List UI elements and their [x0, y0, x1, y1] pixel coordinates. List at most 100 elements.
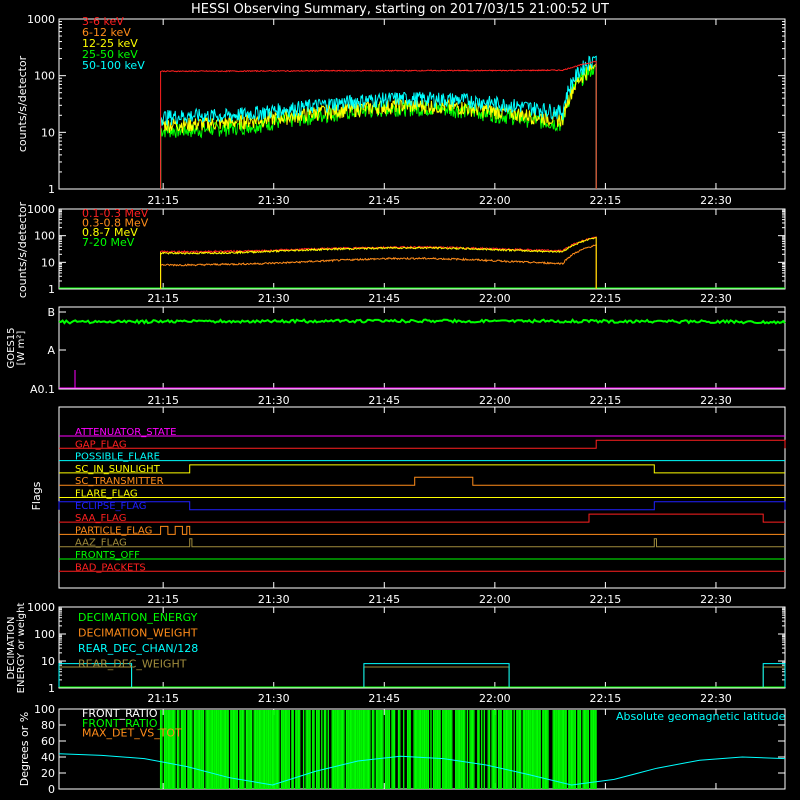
flag-label-fronts_off: FRONTS_OFF — [75, 550, 140, 561]
panel-highenergy-xtick-label: 21:30 — [258, 292, 290, 305]
panel-ratio-latitude — [58, 753, 786, 786]
panel-ratio-ytick-label: 40 — [41, 751, 55, 764]
flag-label-sc_in_sunlight: SC_IN_SUNLIGHT — [75, 464, 161, 475]
panel-lowenergy-xtick-label: 22:15 — [590, 194, 622, 207]
panel-flags-xtick-label: 21:15 — [147, 593, 179, 606]
panel-flags-xtick-label: 22:30 — [700, 593, 732, 606]
panel-goes-frame — [58, 306, 786, 390]
panel-goes-xtick-label: 21:30 — [258, 394, 290, 407]
panel-decimation-legend-0: DECIMATION_ENERGY — [78, 611, 198, 624]
panel-decimation-series-2-2 — [762, 663, 786, 687]
panel-decimation-series-3-1 — [363, 666, 510, 687]
panel-lowenergy-ytick-label: 10 — [41, 126, 55, 139]
flag-line-saa_flag — [59, 513, 785, 523]
panel-lowenergy-series-4 — [160, 55, 597, 189]
panel-highenergy-legend-3: 7-20 MeV — [82, 236, 135, 249]
panel-lowenergy-ytick-label: 1 — [48, 183, 55, 196]
panel-highenergy-frame — [58, 208, 786, 290]
flag-line-sc_transmitter — [59, 476, 785, 486]
panel-decimation-ylabel2: ENERGY or weight — [16, 603, 27, 694]
panel-goes-ylabel2: [W m²] — [16, 331, 27, 366]
panel-goes-series-0 — [58, 318, 786, 325]
panel-goes-xtick-label: 22:15 — [590, 394, 622, 407]
panel-highenergy-legend-0: 0.1-0.3 MeV — [82, 207, 149, 220]
panel-highenergy-xtick-label: 21:45 — [368, 292, 400, 305]
panel-ratio-ytick-label: 80 — [41, 719, 55, 732]
panel-highenergy-series-2 — [160, 236, 597, 289]
panel-decimation-xtick-label: 21:30 — [258, 692, 290, 705]
panel-decimation-series-3-2 — [762, 666, 786, 687]
panel-lowenergy-ytick-label: 100 — [34, 70, 55, 83]
panel-goes-ytick-label: B — [47, 306, 55, 319]
panel-ratio-ytick-label: 20 — [41, 767, 55, 780]
panel-highenergy-ytick-label: 1000 — [27, 203, 55, 216]
panel-decimation-ytick-label: 1 — [48, 682, 55, 695]
flag-label-flare_flag: FLARE_FLAG — [75, 489, 138, 500]
panel-highenergy-ytick-label: 10 — [41, 256, 55, 269]
chart-title: HESSI Observing Summary, starting on 201… — [191, 2, 609, 17]
panel-goes-ytick-label: A0.1 — [30, 383, 55, 396]
panel-ratio-legend-0: FRONT_RATIO — [82, 707, 158, 720]
panel-ratio-ylabel: Degrees or % — [18, 712, 31, 786]
panel-flags-xtick-label: 21:30 — [258, 593, 290, 606]
panel-highenergy-xtick-label: 22:00 — [479, 292, 511, 305]
panel-lowenergy-legend-2: 12-25 keV — [82, 37, 138, 50]
panel-decimation-xtick-label: 22:00 — [479, 692, 511, 705]
panel-highenergy-ylabel: counts/s/detector — [16, 201, 29, 298]
flag-label-attenuator_state: ATTENUATOR_STATE — [75, 427, 176, 438]
panel-ratio-ytick-label: 60 — [41, 735, 55, 748]
panel-lowenergy-xtick-label: 21:30 — [258, 194, 290, 207]
panel-lowenergy-xtick-label: 21:45 — [368, 194, 400, 207]
panel-decimation-ytick-label: 10 — [41, 655, 55, 668]
panel-flags-ylabel: Flags — [30, 481, 43, 510]
panel-decimation-series-2-0 — [58, 663, 133, 687]
panel-lowenergy-frame — [58, 18, 786, 190]
panel-ratio-ytick-label: 0 — [48, 783, 55, 796]
panel-lowenergy-xtick-label: 21:15 — [147, 194, 179, 207]
panel-highenergy-ytick-label: 1 — [48, 283, 55, 296]
panel-lowenergy-series-3 — [160, 64, 597, 189]
panel-highenergy-xtick-label: 22:30 — [700, 292, 732, 305]
panel-lowenergy-ytick-label: 1000 — [27, 13, 55, 26]
panel-goes-xtick-label: 21:45 — [368, 394, 400, 407]
panel-goes-xtick-label: 22:00 — [479, 394, 511, 407]
panel-lowenergy-series-2 — [160, 62, 597, 189]
flag-label-eclipse_flag: ECLIPSE_FLAG — [75, 501, 146, 512]
panel-highenergy-xtick-label: 21:15 — [147, 292, 179, 305]
panel-decimation-ylabel: DECIMATION — [6, 616, 17, 679]
flag-line-sc_in_sunlight — [59, 464, 785, 474]
panel-decimation-xtick-label: 22:30 — [700, 692, 732, 705]
panel-decimation-series-2-1 — [363, 663, 510, 687]
flag-label-sc_transmitter: SC_TRANSMITTER — [75, 476, 164, 487]
flag-label-aaz_flag: AAZ_FLAG — [75, 538, 127, 549]
flag-line-gap_flag — [59, 439, 786, 449]
panel-ratio-annotation: Absolute geomagnetic latitude — [616, 710, 786, 723]
panel-lowenergy-xtick-label: 22:00 — [479, 194, 511, 207]
panel-highenergy-legend-1: 0.3-0.8 MeV — [82, 217, 149, 230]
panel-decimation-ytick-label: 100 — [34, 628, 55, 641]
panel-lowenergy-series-0 — [160, 60, 597, 189]
panel-decimation-legend-2: REAR_DEC_CHAN/128 — [78, 642, 198, 655]
panel-flags-xtick-label: 22:00 — [479, 593, 511, 606]
panel-ratio-ytick-label: 100 — [34, 703, 55, 716]
flag-line-aaz_flag — [59, 538, 785, 548]
panel-decimation-frame — [58, 606, 786, 689]
panel-decimation-legend-3: REAR_DEC_WEIGHT — [78, 658, 187, 671]
panel-lowenergy-xtick-label: 22:30 — [700, 194, 732, 207]
panel-decimation-xtick-label: 21:15 — [147, 692, 179, 705]
flag-line-particle_flag — [59, 525, 785, 535]
panel-ratio-legend-2: MAX_DET_VS_TOT — [82, 727, 182, 740]
panel-highenergy-ytick-label: 100 — [34, 230, 55, 243]
panel-lowenergy-legend-4: 50-100 keV — [82, 59, 145, 72]
flag-label-saa_flag: SAA_FLAG — [75, 513, 126, 524]
panel-highenergy-xtick-label: 22:15 — [590, 292, 622, 305]
panel-lowenergy-legend-0: 3-6 keV — [82, 15, 124, 28]
panel-lowenergy-legend-1: 6-12 keV — [82, 26, 131, 39]
panel-decimation-legend-1: DECIMATION_WEIGHT — [78, 627, 198, 640]
panel-decimation-ytick-label: 1000 — [27, 601, 55, 614]
panel-goes-xtick-label: 22:30 — [700, 394, 732, 407]
flag-line-eclipse_flag — [58, 501, 786, 511]
panel-goes-ylabel: GOES15 — [6, 327, 17, 368]
panel-ratio-legend-1: FRONT_RATIO_ — [82, 717, 164, 730]
